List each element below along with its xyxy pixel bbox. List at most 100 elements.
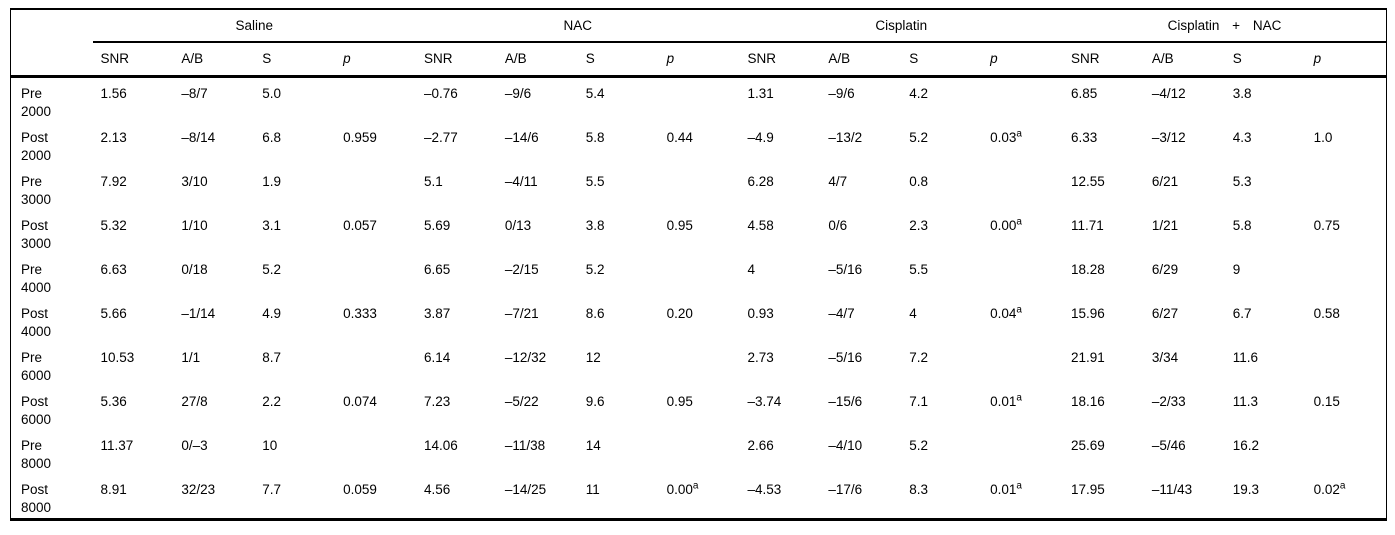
table-cell: 12: [585, 350, 601, 365]
p-value: 0.02: [1313, 482, 1340, 497]
table-cell: 15.96: [1071, 306, 1105, 321]
table-cell: 5.32: [100, 218, 127, 233]
table-cell: 18.28: [1071, 262, 1105, 277]
table-cell: 0.58: [1313, 306, 1340, 321]
table-body: Pre 2000 1.56 –8/7 5.0 –0.76 –9/6 5.4 1.31 –9/6 4.…: [11, 77, 1387, 520]
table-cell: [335, 342, 416, 386]
corner-cell: [10, 42, 93, 78]
table-cell: 6.85: [1071, 86, 1098, 101]
table-cell: 5.3: [1232, 174, 1252, 189]
row-label-cell: Post 4000: [11, 298, 93, 342]
table-cell: –3/12: [1151, 130, 1186, 145]
row-frequency: 6000: [21, 368, 52, 383]
table-cell: 0/–3: [181, 438, 208, 453]
table-row: Post 2000 2.13 –8/14 6.8 0.959 –2.77 –14/6 5.8 0.…: [11, 122, 1387, 166]
table-cell: 9.6: [585, 394, 605, 409]
table-row: Pre 3000 7.92 3/10 1.9 5.1 –4/11 5.5 6.28 4/7 0.8 1…: [11, 166, 1387, 210]
table-cell: –2/15: [504, 262, 539, 277]
table-header: Saline NAC Cisplatin Cisplatin + NAC SNR A/B…: [10, 9, 1387, 78]
table-cell: –8/7: [181, 86, 208, 101]
column-header: S: [901, 42, 983, 78]
table-cell: 6.33: [1071, 130, 1098, 145]
table-cell: 1.31: [747, 86, 774, 101]
table-cell: 0.02a: [1306, 474, 1387, 520]
table-cell: –5/16: [828, 350, 863, 365]
table-cell: 1.0: [1313, 130, 1333, 145]
table-cell: –11/43: [1151, 482, 1193, 497]
column-header: p: [335, 42, 416, 78]
table-cell: 19.3: [1232, 482, 1260, 497]
row-label-cell: Post 3000: [11, 210, 93, 254]
table-row: Post 6000 5.36 27/8 2.2 0.074 7.23 –5/22 9.6 0.95…: [11, 386, 1387, 430]
table-cell: 6/21: [1151, 174, 1179, 189]
table-cell: –8/14: [181, 130, 216, 145]
table-cell: 5.5: [585, 174, 605, 189]
column-header: p: [982, 42, 1063, 78]
table-cell: [659, 342, 740, 386]
corner-cell: [11, 9, 93, 42]
table-cell: 4.58: [747, 218, 774, 233]
table-cell: 5.2: [909, 438, 929, 453]
table-cell: 1.56: [100, 86, 127, 101]
table-cell: 4.9: [262, 306, 282, 321]
table-cell: [982, 342, 1063, 386]
table-cell: –9/6: [828, 86, 855, 101]
p-value: 0.03: [990, 130, 1017, 145]
column-header: SNR: [739, 42, 821, 78]
group-header: NAC: [416, 9, 740, 43]
table-cell: 0.00a: [982, 210, 1063, 254]
table-cell: 1/10: [181, 218, 208, 233]
footnote-marker: a: [1016, 216, 1022, 228]
table-cell: 5.1: [424, 174, 443, 189]
table-cell: 5.5: [909, 262, 929, 277]
table-cell: [1306, 254, 1387, 298]
table-cell: 0.8: [909, 174, 929, 189]
table-cell: 11: [585, 482, 600, 497]
row-frequency: 8000: [21, 500, 52, 515]
table-cell: 0.20: [666, 306, 693, 321]
table-cell: 6/29: [1151, 262, 1179, 277]
table-cell: [659, 77, 740, 123]
table-cell: 17.95: [1071, 482, 1105, 497]
table-cell: [1306, 342, 1387, 386]
table-row: Post 8000 8.91 32/23 7.7 0.059 4.56 –14/25 11 0.0…: [11, 474, 1387, 520]
table-cell: 0.75: [1313, 218, 1340, 233]
table-cell: 0.44: [666, 130, 693, 145]
table-cell: 0/6: [828, 218, 848, 233]
footnote-marker: a: [692, 480, 699, 492]
table-cell: [1306, 430, 1387, 474]
table-cell: 6/27: [1151, 306, 1179, 321]
table-cell: [982, 430, 1063, 474]
row-period: Post: [21, 130, 49, 145]
table-cell: 4/7: [828, 174, 848, 189]
table-cell: [335, 430, 416, 474]
table-cell: 18.16: [1071, 394, 1105, 409]
table-cell: [982, 254, 1063, 298]
table-cell: [982, 166, 1063, 210]
row-period: Post: [21, 218, 49, 233]
table-cell: –5/22: [504, 394, 539, 409]
table-cell: [982, 77, 1063, 123]
table-cell: 6.28: [747, 174, 774, 189]
row-label-cell: Pre 3000: [11, 166, 93, 210]
table-cell: 14.06: [424, 438, 458, 453]
row-period: Pre: [21, 262, 43, 277]
table-cell: 0.00a: [659, 474, 740, 520]
table-cell: 5.36: [100, 394, 127, 409]
table-cell: –0.76: [424, 86, 458, 101]
table-cell: –17/6: [828, 482, 863, 497]
table-cell: [659, 430, 740, 474]
table-cell: 2.3: [909, 218, 929, 233]
table-cell: 4.2: [909, 86, 929, 101]
table-cell: 0.959: [343, 130, 377, 145]
table-cell: 0.074: [343, 394, 377, 409]
row-label-cell: Pre 2000: [11, 77, 93, 123]
table-cell: [659, 254, 740, 298]
table-cell: 8.7: [262, 350, 282, 365]
table-cell: 27/8: [181, 394, 208, 409]
table-row: Pre 8000 11.37 0/–3 10 14.06 –11/38 14 2.66 –4/10…: [11, 430, 1387, 474]
table-cell: 10.53: [100, 350, 135, 365]
table-cell: 0.01a: [982, 474, 1063, 520]
column-header: S: [577, 42, 659, 78]
table-cell: 0.95: [666, 394, 693, 409]
